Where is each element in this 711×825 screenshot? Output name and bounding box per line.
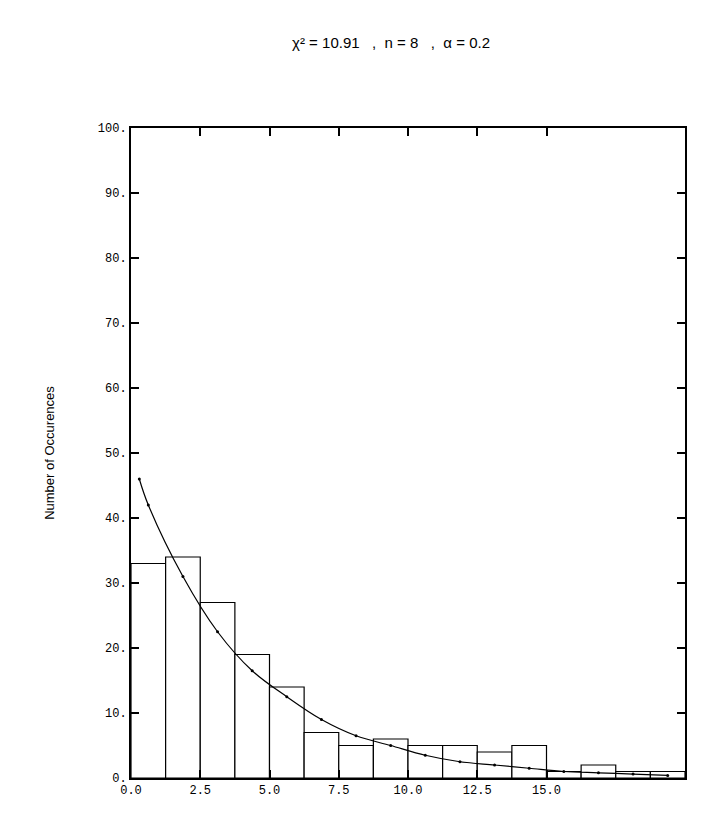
svg-text:0.0: 0.0	[120, 784, 142, 798]
svg-text:30.: 30.	[105, 577, 127, 591]
svg-text:χ² = 10.91 , n = 8 , α =: χ² = 10.91 , n = 8 , α = 0.2	[292, 34, 490, 51]
svg-text:50.: 50.	[105, 447, 127, 461]
svg-text:0.: 0.	[112, 772, 126, 786]
svg-text:60.: 60.	[105, 382, 127, 396]
svg-text:80.: 80.	[105, 252, 127, 266]
svg-text:10.0: 10.0	[394, 784, 423, 798]
svg-text:5.0: 5.0	[259, 784, 281, 798]
svg-text:7.5: 7.5	[328, 784, 350, 798]
svg-text:20.: 20.	[105, 642, 127, 656]
svg-text:10.: 10.	[105, 707, 127, 721]
svg-text:Number of Occurences: Number of Occurences	[42, 386, 57, 520]
svg-text:12.5: 12.5	[463, 784, 492, 798]
svg-text:100.: 100.	[98, 122, 127, 136]
svg-text:70.: 70.	[105, 317, 127, 331]
svg-text:90.: 90.	[105, 187, 127, 201]
svg-text:15.0: 15.0	[532, 784, 561, 798]
svg-text:40.: 40.	[105, 512, 127, 526]
svg-text:2.5: 2.5	[189, 784, 211, 798]
